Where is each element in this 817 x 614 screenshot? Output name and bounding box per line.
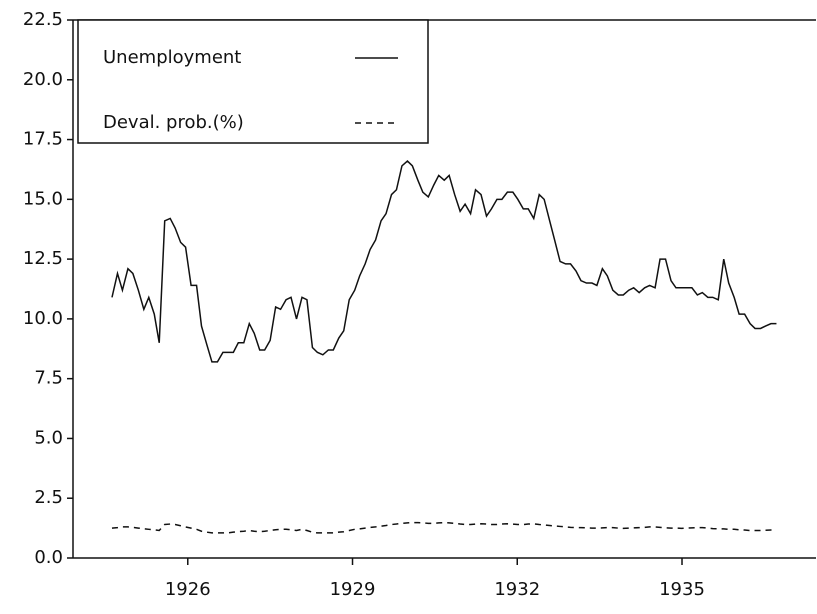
series-line: [111, 160, 777, 363]
y-tick-label: 10.0: [23, 308, 63, 329]
y-tick-label: 20.0: [23, 69, 63, 90]
y-tick-label: 0.0: [34, 547, 63, 568]
legend-label: Unemployment: [103, 47, 241, 68]
y-tick-label: 22.5: [23, 9, 63, 30]
x-tick-label: 1929: [330, 579, 376, 600]
y-tick-label: 7.5: [34, 368, 63, 389]
y-tick-label: 12.5: [23, 248, 63, 269]
series-line: [111, 521, 777, 534]
legend-label: Deval. prob.(%): [103, 112, 244, 133]
y-tick-label: 17.5: [23, 129, 63, 150]
x-tick-label: 1926: [165, 579, 211, 600]
y-tick-label: 5.0: [34, 427, 63, 448]
y-tick-label: 2.5: [34, 487, 63, 508]
y-tick-label: 15.0: [23, 188, 63, 209]
x-tick-label: 1935: [659, 579, 705, 600]
x-tick-label: 1932: [494, 579, 540, 600]
